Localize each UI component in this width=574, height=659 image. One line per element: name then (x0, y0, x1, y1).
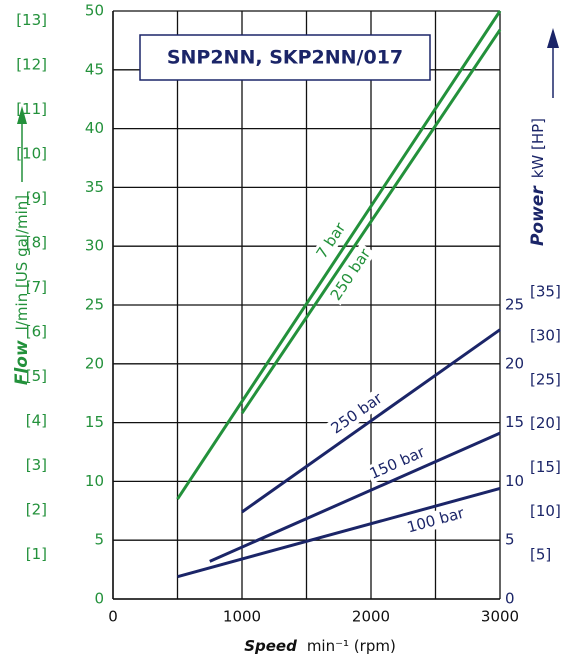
series-label-bg (403, 502, 469, 537)
y-hp-tick-label: [25] (530, 370, 561, 388)
y2-tick-label: 25 (505, 296, 524, 314)
x-axis-title: Speed min⁻¹ (rpm) (244, 637, 396, 655)
series-line (209, 431, 501, 563)
y-tick-label: 45 (85, 60, 104, 78)
y-tick-label: 10 (85, 472, 104, 490)
y2-tick-label: 0 (505, 590, 515, 608)
y-arrow-head (17, 106, 27, 124)
y-hp-tick-label: [5] (530, 546, 551, 564)
y-tick-label: 20 (85, 354, 104, 372)
y-gal-tick-label: [9] (26, 189, 47, 207)
y-tick-label: 25 (85, 296, 104, 314)
y-gal-tick-label: [8] (26, 233, 47, 251)
y-tick-label: 35 (85, 178, 104, 196)
y-gal-tick-label: [2] (26, 500, 47, 518)
y-tick-label: 5 (94, 531, 104, 549)
series-label-bg (325, 387, 388, 439)
y-hp-tick-label: [35] (530, 283, 561, 301)
series-label: 150 bar (367, 442, 428, 482)
y-gal-tick-label: [3] (26, 456, 47, 474)
series-label-bg (365, 441, 431, 484)
y-hp-tick-label: [10] (530, 502, 561, 520)
y-unit: l/min [US gal/min] (13, 195, 31, 330)
y-tick-label: 50 (85, 2, 104, 20)
series-line (241, 328, 501, 514)
y2-tick-label: 20 (505, 354, 524, 372)
y-title: Flow (12, 340, 32, 385)
y-gal-tick-label: [6] (26, 322, 47, 340)
x-unit: min⁻¹ (rpm) (307, 637, 396, 655)
y-axis-title: Flow l/min [US gal/min] (12, 195, 32, 385)
y-gal-tick-label: [7] (26, 278, 47, 296)
x-tick-label: 3000 (481, 608, 519, 626)
y-hp-tick-label: [20] (530, 414, 561, 432)
y-gal-tick-label: [1] (26, 545, 47, 563)
y2-title: Power (528, 185, 548, 246)
x-tick-label: 2000 (352, 608, 390, 626)
series-label-bg (311, 216, 351, 264)
y-hp-tick-label: [30] (530, 326, 561, 344)
title-box (139, 34, 431, 81)
series-line (176, 10, 502, 500)
y-tick-label: 15 (85, 413, 104, 431)
lines (176, 10, 502, 579)
y2-tick-label: 10 (505, 472, 524, 490)
y-gal-tick-label: [12] (16, 55, 47, 73)
y2-axis-title: Power kW [HP] (528, 118, 548, 246)
y2-tick-label: 5 (505, 531, 515, 549)
y-gal-tick-label: [10] (16, 144, 47, 162)
y2-tick-label: 15 (505, 413, 524, 431)
y-gal-tick-label: [5] (26, 367, 47, 385)
y-hp-tick-label: [15] (530, 458, 561, 476)
x-tick-label: 1000 (223, 608, 261, 626)
x-title: Speed (244, 637, 297, 655)
series-line (177, 487, 501, 579)
y2-arrow-head (547, 28, 559, 48)
y-tick-label: 30 (85, 237, 104, 255)
y-gal-tick-label: [11] (16, 100, 47, 118)
series-line (240, 28, 502, 415)
y2-unit: kW [HP] (529, 118, 547, 178)
chart-title: SNP2NN, SKP2NN/017 (167, 47, 403, 69)
y-gal-tick-label: [13] (16, 11, 47, 29)
y-gal-tick-label: [4] (26, 411, 47, 429)
y-tick-label: 0 (94, 590, 104, 608)
x-tick-label: 0 (108, 608, 118, 626)
y-tick-label: 40 (85, 119, 104, 137)
series-label-bg (325, 242, 376, 306)
